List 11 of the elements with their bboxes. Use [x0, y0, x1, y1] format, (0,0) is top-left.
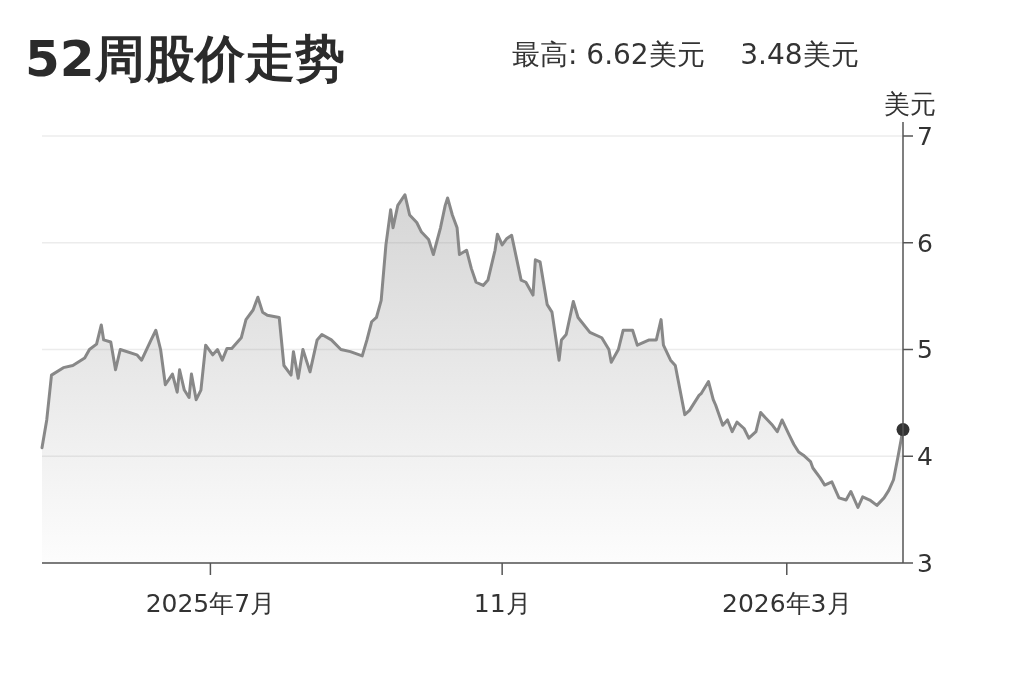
- x-tick-label: 2026年3月: [722, 589, 852, 618]
- y-tick-label: 6: [917, 228, 933, 258]
- x-tick-label: 2025年7月: [145, 589, 276, 618]
- y-tick-label: 5: [917, 335, 933, 365]
- chart-title: 52周股价走势: [25, 30, 345, 88]
- y-tick-label: 3: [917, 548, 933, 578]
- y-axis-title: 美元: [884, 89, 936, 119]
- y-tick-label: 7: [917, 121, 933, 151]
- x-tick-label: 11月: [473, 589, 531, 618]
- chart-subtitle: 最高: 6.62美元 3.48美元: [512, 38, 859, 71]
- y-tick-label: 4: [917, 442, 933, 471]
